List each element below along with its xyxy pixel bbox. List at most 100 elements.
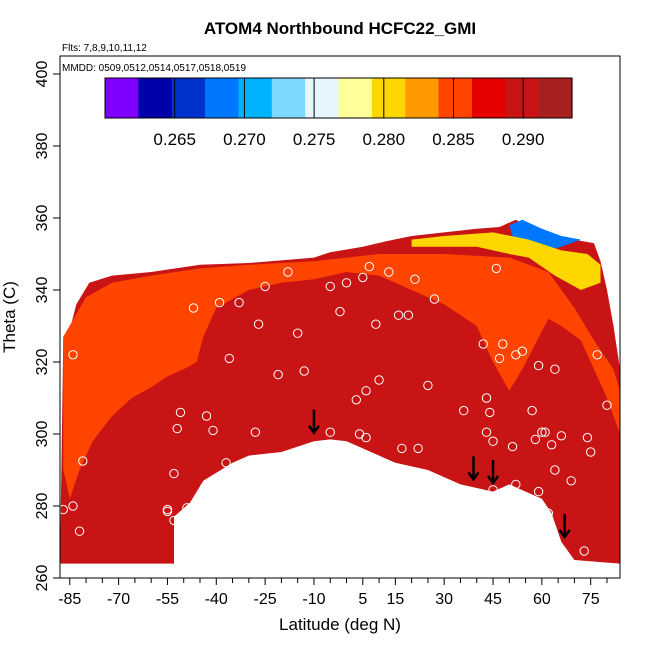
sample-point	[498, 339, 508, 349]
sample-point	[175, 407, 186, 418]
y-axis-label: Theta (C)	[0, 281, 19, 353]
y-tick-label: 380	[34, 133, 51, 160]
field-band-high	[63, 254, 620, 499]
sample-point	[221, 458, 231, 468]
x-tick-label: 5	[358, 591, 367, 608]
sample-point	[393, 310, 404, 320]
arrow-marker	[487, 460, 500, 486]
sample-point	[371, 319, 381, 329]
sample-point	[533, 486, 544, 497]
sample-point	[260, 281, 270, 292]
colorbar-swatch	[371, 78, 406, 118]
sample-point	[410, 274, 420, 284]
x-tick-label: -40	[205, 591, 228, 608]
sample-point	[361, 386, 371, 396]
x-tick-label: -10	[302, 591, 325, 608]
colorbar-swatch	[305, 78, 340, 118]
sample-point	[533, 360, 544, 371]
sample-point	[374, 375, 384, 385]
sample-points	[60, 261, 612, 556]
plot-area	[60, 219, 620, 564]
sample-point	[78, 456, 88, 466]
colorbar-swatch	[171, 78, 206, 118]
sample-point	[478, 339, 488, 349]
sample-point	[201, 411, 212, 421]
sample-point	[413, 443, 423, 454]
sample-point	[169, 515, 179, 526]
sample-point	[182, 503, 192, 513]
sample-point	[74, 526, 85, 536]
concentration-field	[60, 219, 620, 564]
sample-point	[485, 407, 495, 418]
axes: -85 -70 -55 -40 -25 -10 5 15 30 45 60 75 260 280 300 3…	[34, 55, 621, 608]
x-tick-label: 60	[533, 591, 551, 608]
sample-point	[546, 440, 557, 450]
colorbar: 0.265 0.270 0.275 0.280 0.285 0.290	[104, 77, 573, 149]
sample-point	[537, 427, 547, 437]
sample-point	[208, 425, 218, 436]
colorbar-swatch	[238, 78, 273, 118]
colorbar-swatch	[405, 78, 440, 118]
y-tick-label: 360	[34, 205, 51, 232]
sample-point	[325, 281, 335, 292]
arrow-marker	[467, 456, 480, 482]
sample-point	[566, 476, 576, 486]
sample-point	[162, 506, 173, 517]
sample-point	[511, 479, 521, 490]
x-tick-label: -55	[156, 591, 179, 608]
sample-point	[253, 319, 264, 329]
sample-point	[68, 501, 78, 511]
x-tick-label: 45	[484, 591, 502, 608]
sample-point	[527, 405, 537, 416]
sample-point	[169, 468, 179, 479]
y-tick-label: 260	[34, 565, 51, 592]
colorbar-swatch	[271, 78, 306, 118]
colorbar-frame	[104, 77, 573, 119]
sample-point	[397, 443, 407, 454]
sample-point	[592, 350, 602, 360]
x-axis-label: Latitude (deg N)	[279, 615, 401, 634]
sample-point	[283, 267, 293, 277]
arrow-marker	[558, 514, 571, 540]
colorbar-tick-label: 0.285	[432, 130, 475, 149]
colorbar-swatch	[438, 78, 473, 118]
colorbar-swatch	[538, 78, 573, 118]
plot-frame	[59, 55, 621, 579]
sample-point	[585, 447, 596, 457]
sample-point	[423, 380, 433, 391]
x-tick-label: 75	[582, 591, 600, 608]
sample-point	[507, 441, 518, 452]
sample-point	[530, 434, 541, 445]
sample-point	[579, 546, 589, 556]
sample-point	[488, 485, 498, 495]
sample-point	[358, 272, 368, 283]
colorbar-swatch	[338, 78, 373, 118]
colorbar-swatch	[105, 78, 139, 118]
dates-note: MMDD: 0509,0512,0514,0517,0518,0519	[62, 63, 246, 74]
sample-point	[172, 423, 182, 434]
sample-point	[224, 353, 235, 364]
flights-note: Flts: 7,8,9,10,11,12	[62, 43, 147, 54]
sample-point	[361, 432, 371, 443]
sample-point	[459, 405, 469, 416]
sample-point	[325, 427, 335, 437]
colorbar-tick-label: 0.265	[153, 130, 196, 149]
sample-point	[582, 432, 593, 443]
x-tick-label: -70	[107, 591, 130, 608]
sample-point	[550, 465, 560, 475]
sample-point	[491, 263, 501, 274]
sample-point	[488, 436, 498, 446]
sample-point	[335, 306, 345, 317]
chart-title: ATOM4 Northbound HCFC22_GMI	[204, 19, 476, 38]
sample-point	[250, 427, 261, 437]
x-axis: -85 -70 -55 -40 -25 -10 5 15 30 45 60 75	[58, 578, 608, 608]
colorbar-swatch	[138, 78, 173, 118]
y-tick-label: 300	[34, 421, 51, 448]
sample-point	[273, 369, 283, 380]
sample-point	[60, 504, 68, 515]
colorbar-tick-label: 0.290	[502, 130, 545, 149]
sample-point	[188, 303, 199, 313]
sample-point	[234, 297, 244, 308]
sample-point	[481, 393, 492, 403]
colorbar-swatch	[205, 78, 240, 118]
